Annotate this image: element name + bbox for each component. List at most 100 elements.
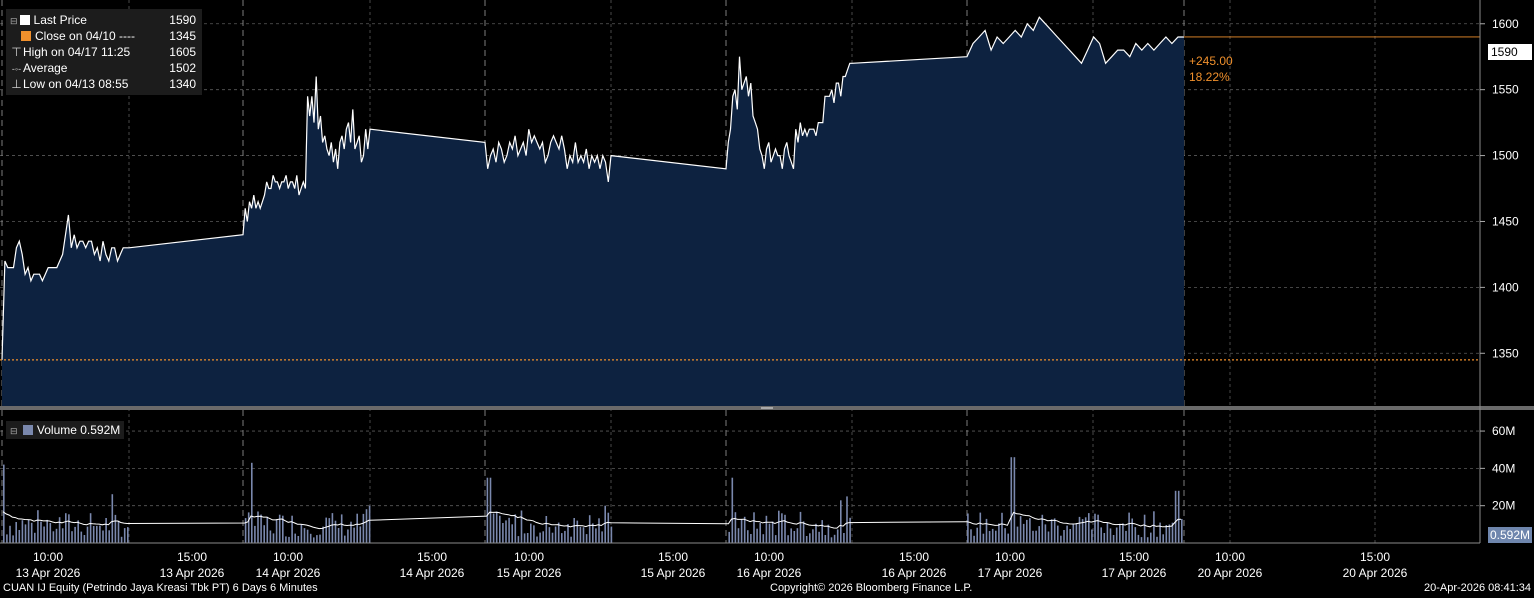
volume-bar bbox=[12, 535, 14, 543]
volume-bar bbox=[99, 525, 101, 543]
volume-bar bbox=[105, 518, 107, 543]
volume-bar bbox=[356, 513, 358, 543]
volume-bar bbox=[809, 533, 811, 543]
volume-bar bbox=[114, 514, 117, 543]
x-time-label: 10:00 bbox=[273, 550, 303, 564]
volume-bar bbox=[244, 518, 247, 543]
volume-bar bbox=[1156, 536, 1158, 543]
volume-bar bbox=[1041, 514, 1044, 543]
volume-bar bbox=[340, 514, 343, 543]
volume-bar bbox=[92, 526, 95, 543]
volume-bar bbox=[344, 535, 346, 543]
collapse-icon[interactable]: ⊟ bbox=[10, 426, 18, 436]
legend-last-value: 1590 bbox=[169, 13, 196, 27]
collapse-icon[interactable]: ⊟ bbox=[10, 16, 18, 26]
volume-bar bbox=[970, 529, 972, 543]
legend-close[interactable]: Close on 04/10 ---- 1345 bbox=[10, 28, 196, 44]
volume-bar bbox=[561, 533, 563, 543]
volume-bar bbox=[542, 531, 544, 543]
volume-bar bbox=[319, 534, 321, 543]
price-legend: ⊟ Last Price 1590 Close on 04/10 ---- 1345 … bbox=[6, 9, 202, 95]
volume-bar bbox=[1081, 519, 1084, 543]
volume-bar bbox=[740, 519, 743, 543]
volume-bar bbox=[1171, 522, 1174, 543]
volume-bar bbox=[731, 477, 734, 543]
volume-bar bbox=[843, 533, 845, 543]
volume-bar bbox=[89, 513, 92, 543]
volume-bar bbox=[610, 526, 613, 543]
volume-bar bbox=[108, 530, 110, 543]
volume-bar bbox=[576, 520, 579, 543]
volume-bar bbox=[988, 531, 991, 543]
volume-bar bbox=[111, 494, 114, 543]
volume-bar bbox=[275, 519, 278, 543]
last-price-tag: 1590 bbox=[1488, 44, 1532, 60]
volume-legend[interactable]: ⊟ Volume 0.592M bbox=[6, 421, 125, 439]
volume-bar bbox=[805, 536, 808, 543]
volume-bar bbox=[288, 536, 290, 543]
volume-bar bbox=[827, 524, 830, 543]
volume-bar bbox=[43, 526, 45, 543]
legend-average-value: 1502 bbox=[169, 61, 196, 75]
volume-bar bbox=[976, 527, 978, 543]
volume-bar bbox=[818, 531, 820, 543]
volume-bar bbox=[849, 517, 851, 543]
volume-bar bbox=[1072, 524, 1075, 543]
legend-low[interactable]: ⊥Low on 04/13 08:55 1340 bbox=[10, 76, 196, 92]
legend-average[interactable]: -◦- Average 1502 bbox=[10, 60, 196, 76]
volume-bar bbox=[359, 526, 362, 543]
volume-bar bbox=[985, 518, 988, 543]
volume-bar bbox=[604, 505, 606, 543]
volume-bar bbox=[771, 521, 774, 543]
volume-bar bbox=[1069, 529, 1071, 543]
volume-bar bbox=[1125, 530, 1127, 543]
volume-bar bbox=[502, 523, 504, 543]
footer-security: CUAN IJ Equity (Petrindo Jaya Kreasi Tbk… bbox=[3, 582, 318, 594]
x-date-label: 17 Apr 2026 bbox=[1102, 566, 1167, 580]
volume-legend-label: Volume 0.592M bbox=[36, 423, 121, 437]
footer-copyright: Copyright© 2026 Bloomberg Finance L.P. bbox=[770, 582, 973, 594]
volume-bar bbox=[77, 520, 79, 543]
panel-resize-handle bbox=[761, 407, 773, 409]
price-tick-label: 1500 bbox=[1492, 149, 1519, 163]
x-time-label: 10:00 bbox=[995, 550, 1025, 564]
volume-bar bbox=[830, 537, 833, 543]
volume-tick-label: 40M bbox=[1492, 461, 1515, 475]
volume-bar bbox=[303, 528, 306, 543]
volume-bar bbox=[1035, 530, 1037, 543]
volume-bar bbox=[1131, 518, 1133, 543]
volume-bar bbox=[1057, 525, 1059, 543]
volume-bar bbox=[812, 529, 814, 543]
volume-bar bbox=[1103, 533, 1106, 543]
volume-bar bbox=[1153, 511, 1155, 543]
volume-bar bbox=[607, 512, 610, 543]
volume-bar bbox=[80, 531, 83, 543]
volume-bar bbox=[1112, 535, 1115, 543]
volume-bar bbox=[536, 536, 538, 543]
legend-last-price[interactable]: ⊟ Last Price 1590 bbox=[10, 12, 196, 28]
volume-bar bbox=[802, 521, 805, 543]
volume-bar bbox=[787, 535, 789, 543]
volume-bar bbox=[595, 528, 597, 543]
volume-axis-ticks: 20M 40M 60M bbox=[1480, 424, 1515, 513]
volume-bar bbox=[15, 522, 17, 543]
volume-bar bbox=[821, 520, 823, 543]
legend-high[interactable]: ⊤High on 04/17 11:25 1605 bbox=[10, 44, 196, 60]
volume-bar bbox=[331, 513, 334, 543]
x-time-label: 15:00 bbox=[1119, 550, 1149, 564]
volume-bar bbox=[269, 530, 272, 543]
volume-bar bbox=[759, 522, 761, 543]
volume-bar bbox=[1097, 514, 1099, 543]
volume-tag: 0.592M bbox=[1488, 527, 1532, 543]
volume-bar bbox=[495, 511, 498, 543]
volume-bar bbox=[539, 532, 541, 543]
volume-bar bbox=[313, 537, 315, 543]
volume-bar bbox=[554, 526, 557, 543]
volume-bar bbox=[1168, 524, 1171, 543]
volume-bar bbox=[1115, 527, 1118, 543]
volume-bar bbox=[1174, 490, 1177, 543]
volume-bar bbox=[282, 515, 284, 543]
volume-bar bbox=[545, 516, 548, 543]
footer-timestamp: 20-Apr-2026 08:41:34 bbox=[1423, 582, 1531, 594]
volume-bar bbox=[362, 513, 365, 543]
